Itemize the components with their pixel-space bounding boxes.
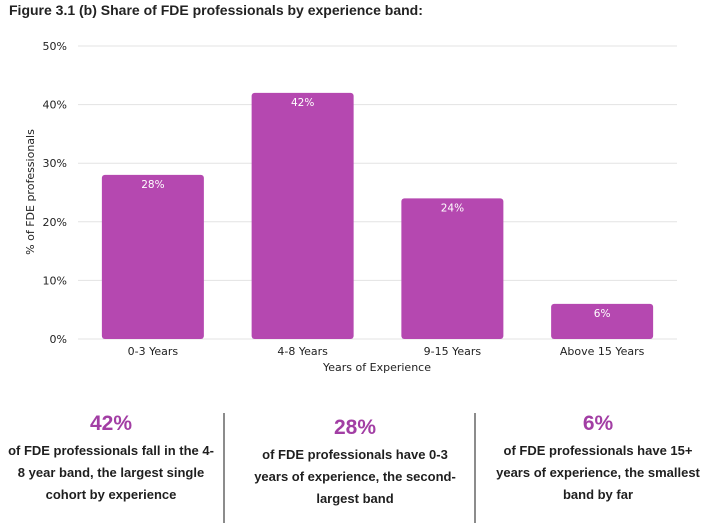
- stat-card-2: 28% of FDE professionals have 0-3 years …: [245, 416, 465, 510]
- y-tick-label: 50%: [43, 40, 67, 53]
- bars: 28% 42% 24% 6%: [101, 92, 654, 339]
- y-tick-label: 20%: [43, 216, 67, 229]
- stat-description: of FDE professionals have 0-3 years of e…: [254, 447, 456, 506]
- figure-title: Figure 3.1 (b) Share of FDE professional…: [9, 2, 423, 18]
- y-axis-label: % of FDE professionals: [24, 129, 37, 255]
- stat-description: of FDE professionals fall in the 4-8 yea…: [8, 443, 214, 502]
- y-tick-label: 10%: [43, 274, 67, 287]
- data-label: 6%: [594, 308, 611, 320]
- divider: [223, 413, 225, 523]
- stat-value: 42%: [89, 412, 133, 435]
- y-axis-ticks: 0% 10% 20% 30% 40% 50%: [43, 40, 67, 346]
- bar-2: [251, 92, 354, 339]
- stat-value: 6%: [582, 412, 614, 435]
- stat-card-1: 42% of FDE professionals fall in the 4-8…: [6, 412, 216, 506]
- divider: [474, 413, 476, 523]
- x-tick-label: Above 15 Years: [560, 345, 645, 358]
- x-tick-label: 0-3 Years: [128, 345, 179, 358]
- bar-chart: 0% 10% 20% 30% 40% 50% 28% 42% 24% 6% 0-3 Years 4…: [24, 40, 677, 374]
- data-label: 42%: [291, 97, 314, 109]
- data-label: 28%: [141, 179, 164, 191]
- bar-1: [101, 174, 204, 339]
- y-tick-label: 30%: [43, 157, 67, 170]
- bar-3: [401, 198, 504, 339]
- data-label: 24%: [441, 202, 464, 214]
- stat-card-3: 6% of FDE professionals have 15+ years o…: [492, 412, 704, 506]
- bar-4: [551, 303, 654, 339]
- x-tick-label: 9-15 Years: [424, 345, 482, 358]
- y-tick-label: 0%: [50, 333, 67, 346]
- x-axis-label: Years of Experience: [322, 361, 431, 374]
- x-tick-label: 4-8 Years: [277, 345, 328, 358]
- stat-description: of FDE professionals have 15+ years of e…: [496, 443, 700, 502]
- y-tick-label: 40%: [43, 99, 67, 112]
- stat-value: 28%: [333, 416, 377, 439]
- x-axis-ticks: 0-3 Years 4-8 Years 9-15 Years Above 15 Yea…: [128, 345, 645, 358]
